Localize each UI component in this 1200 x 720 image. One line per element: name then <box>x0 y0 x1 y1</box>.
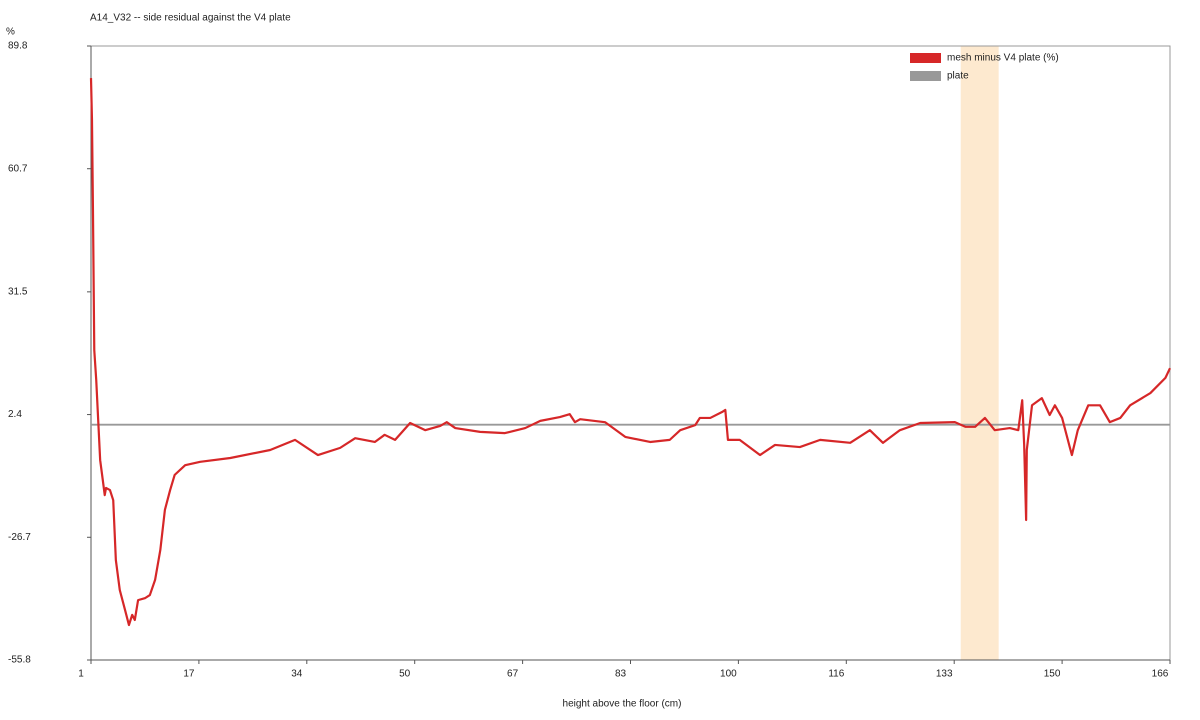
x-tick-label: 34 <box>291 669 303 680</box>
legend-label: mesh minus V4 plate (%) <box>947 53 1059 64</box>
legend-swatch <box>910 71 941 81</box>
shaded-span <box>960 46 999 660</box>
chart-title: A14_V32 -- side residual against the V4 … <box>90 13 291 24</box>
legend-swatch <box>910 53 941 63</box>
x-tick-label: 133 <box>936 669 953 680</box>
y-tick-label: 2.4 <box>8 409 22 420</box>
x-tick-label: 83 <box>615 669 627 680</box>
x-tick-label: 150 <box>1044 669 1061 680</box>
y-tick-label: 60.7 <box>8 163 28 174</box>
y-axis-label: % <box>6 27 15 38</box>
legend-label: plate <box>947 71 969 82</box>
plot-frame <box>90 45 1171 661</box>
x-axis-label: height above the floor (cm) <box>563 699 682 710</box>
x-tick-label: 1 <box>78 669 84 680</box>
x-tick-label: 100 <box>720 669 737 680</box>
x-tick-label: 67 <box>507 669 519 680</box>
x-tick-label: 166 <box>1152 669 1169 680</box>
y-tick-label: -55.8 <box>8 655 31 666</box>
x-tick-label: 17 <box>183 669 195 680</box>
series-line <box>89 78 1171 627</box>
y-tick-label: -26.7 <box>8 532 31 543</box>
y-tick-label: 31.5 <box>8 286 28 297</box>
x-tick-label: 116 <box>828 669 844 680</box>
x-tick-label: 50 <box>399 669 411 680</box>
y-tick-label: 89.8 <box>8 41 28 52</box>
